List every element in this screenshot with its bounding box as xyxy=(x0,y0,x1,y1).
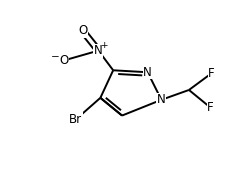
Text: N: N xyxy=(143,66,152,79)
Text: F: F xyxy=(208,67,215,80)
Text: F: F xyxy=(207,101,214,114)
Text: +: + xyxy=(100,41,107,50)
Text: O: O xyxy=(59,54,69,67)
Text: N: N xyxy=(157,93,166,106)
Text: −: − xyxy=(51,52,60,62)
Text: O: O xyxy=(78,24,87,37)
Text: Br: Br xyxy=(69,113,82,126)
Text: N: N xyxy=(94,44,103,57)
